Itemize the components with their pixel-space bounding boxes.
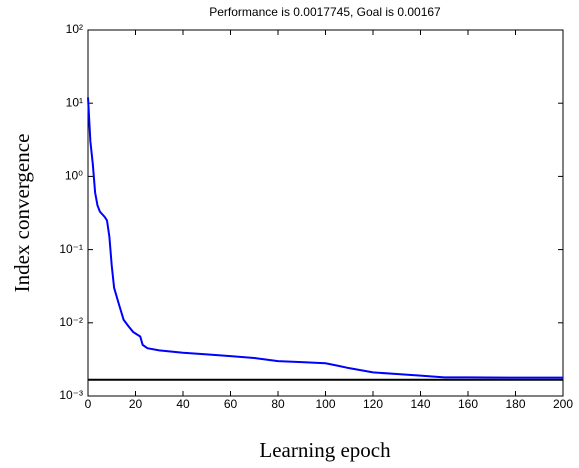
y-tick-label: 10⁰ <box>65 169 83 183</box>
x-tick-label: 120 <box>363 397 383 411</box>
x-tick-label: 60 <box>224 397 238 411</box>
y-tick-label: 10⁻³ <box>59 388 83 402</box>
x-axis-label: Learning epoch <box>259 438 391 462</box>
plot-area <box>87 29 564 397</box>
x-tick-label: 40 <box>176 397 190 411</box>
x-tick-label: 100 <box>315 397 335 411</box>
x-tick-label: 200 <box>553 397 573 411</box>
chart-title: Performance is 0.0017745, Goal is 0.0016… <box>209 5 441 19</box>
x-tick-label: 20 <box>129 397 143 411</box>
y-axis-label: Index convergence <box>10 134 34 293</box>
y-tick-label: 10¹ <box>66 95 83 109</box>
y-tick-label: 10⁻² <box>59 315 83 329</box>
data-line <box>87 97 563 379</box>
y-tick-label: 10⁻¹ <box>59 242 83 256</box>
x-tick-label: 80 <box>271 397 285 411</box>
x-tick-label: 160 <box>458 397 478 411</box>
x-tick-label: 180 <box>505 397 525 411</box>
x-tick-label: 0 <box>85 397 92 411</box>
x-tick-label: 140 <box>410 397 430 411</box>
y-tick-label: 10² <box>66 22 83 36</box>
